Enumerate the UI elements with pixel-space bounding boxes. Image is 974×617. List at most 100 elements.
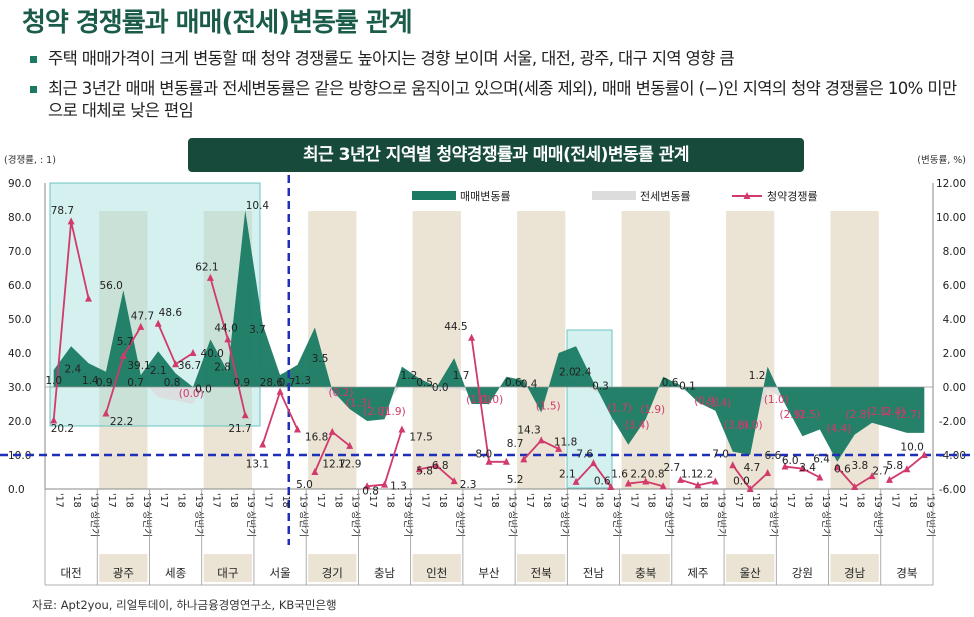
- period-label: '17: [419, 493, 430, 508]
- period-label: '17: [263, 493, 274, 508]
- right-tick-label: 12.00: [936, 178, 966, 190]
- data-label: 5.0: [296, 479, 313, 491]
- competition-marker: [920, 451, 928, 458]
- data-label: 6.4: [813, 453, 830, 465]
- region-label: 세종: [165, 566, 186, 580]
- data-label: 12.7: [322, 459, 345, 471]
- data-label: 2.1: [559, 469, 576, 481]
- data-label: 0.9: [96, 377, 113, 389]
- data-label: 28.6: [260, 377, 284, 389]
- competition-marker: [276, 387, 284, 395]
- data-label: 1.2: [749, 370, 766, 382]
- left-tick-label: 90.0: [8, 178, 31, 190]
- data-label: 0.6: [662, 377, 679, 389]
- data-label: 10.0: [900, 442, 923, 454]
- left-tick-label: 70.0: [8, 246, 31, 258]
- data-label: 8.7: [507, 438, 524, 450]
- period-label: '17: [524, 493, 535, 508]
- competition-marker: [398, 425, 406, 433]
- competition-marker: [172, 360, 180, 368]
- data-label: 2.8: [214, 362, 231, 374]
- data-label: 1.3: [390, 481, 407, 493]
- period-label: '19 상반기: [924, 493, 935, 537]
- bullet-text: 최근 3년간 매매 변동률과 전세변동률은 같은 방향으로 움직이고 있으며(세…: [48, 79, 957, 120]
- competition-marker: [729, 461, 737, 469]
- bullet-list: 주택 매매가격이 크게 변동할 때 청약 경쟁률도 높아지는 경향 보이며 서울…: [26, 48, 971, 130]
- data-label: 0.8: [164, 377, 181, 389]
- data-label: 8.0: [475, 448, 492, 460]
- region-label: 전북: [531, 566, 552, 580]
- competition-marker: [346, 441, 354, 449]
- data-label: (0.9): [694, 396, 719, 408]
- competition-marker: [363, 482, 371, 490]
- period-label: '18: [698, 493, 709, 508]
- data-label: 2.4: [65, 363, 82, 375]
- period-label: '17: [472, 493, 483, 508]
- period-label: '19 상반기: [245, 493, 256, 537]
- period-label: '17: [54, 493, 65, 508]
- data-label: 62.1: [195, 261, 218, 273]
- chart-title-banner: 최근 3년간 지역별 청약경쟁률과 매매(전세)변동률 관계: [188, 138, 804, 172]
- period-label: '17: [628, 493, 639, 508]
- period-label: '17: [785, 493, 796, 508]
- data-label: 0.7: [279, 377, 296, 389]
- data-label: 47.7: [131, 311, 154, 323]
- competition-marker: [468, 333, 476, 341]
- period-label: '17: [733, 493, 744, 508]
- competition-marker: [589, 459, 597, 467]
- period-label: '19 상반기: [611, 493, 622, 537]
- data-label: 1.3: [294, 375, 311, 387]
- period-label: '19 상반기: [559, 493, 570, 537]
- data-label: 0.6: [505, 377, 522, 389]
- competition-marker: [520, 455, 528, 463]
- right-tick-label: 2.00: [943, 348, 966, 360]
- competition-marker: [659, 482, 667, 490]
- data-label: 11.8: [554, 436, 577, 448]
- competition-marker: [694, 481, 702, 489]
- competition-marker: [241, 411, 249, 419]
- data-label: (1.9): [640, 404, 665, 416]
- data-label: 1.0: [45, 375, 62, 387]
- region-label: 울산: [740, 566, 762, 580]
- competition-marker: [433, 461, 441, 469]
- data-label: 4.7: [744, 462, 761, 474]
- period-label: '18: [907, 493, 918, 508]
- data-label: 39.1: [127, 360, 150, 372]
- data-label: 6.6: [764, 450, 781, 462]
- data-label: 7.0: [712, 448, 729, 460]
- competition-marker: [572, 477, 580, 485]
- competition-marker: [642, 477, 650, 485]
- data-label: 2.7: [872, 465, 889, 477]
- data-label: 2.4: [575, 367, 592, 379]
- competition-marker: [311, 468, 319, 475]
- period-label: '18: [176, 493, 187, 508]
- legend-marker: [743, 192, 751, 199]
- right-tick-label: 6.00: [943, 280, 966, 292]
- data-label: 5.8: [416, 465, 433, 477]
- data-label: 1.4: [82, 375, 99, 387]
- region-label-band: [621, 554, 670, 582]
- data-label: 14.3: [517, 425, 540, 437]
- region-label: 대구: [217, 566, 238, 580]
- competition-marker: [50, 416, 58, 424]
- right-tick-label: -6.00: [939, 484, 966, 496]
- data-label: (2.7): [896, 409, 921, 421]
- period-label: '17: [367, 493, 378, 508]
- data-label: 0.9: [233, 377, 250, 389]
- competition-marker: [711, 477, 719, 485]
- data-label: 13.1: [246, 459, 269, 471]
- data-label: 6.8: [432, 460, 449, 472]
- data-label: 0.0: [432, 382, 449, 394]
- sale-rate-area: [53, 210, 925, 462]
- competition-marker: [798, 464, 806, 472]
- data-label: 0.8: [648, 469, 665, 481]
- data-label: 5.7: [117, 336, 134, 348]
- period-label: '17: [315, 493, 326, 508]
- period-label: '18: [750, 493, 761, 508]
- data-label: (3.8): [724, 419, 749, 431]
- data-label: (0.2): [329, 387, 354, 399]
- data-label: (2.8): [846, 409, 871, 421]
- data-label: 2.0: [559, 367, 576, 379]
- data-label: 48.6: [159, 307, 183, 319]
